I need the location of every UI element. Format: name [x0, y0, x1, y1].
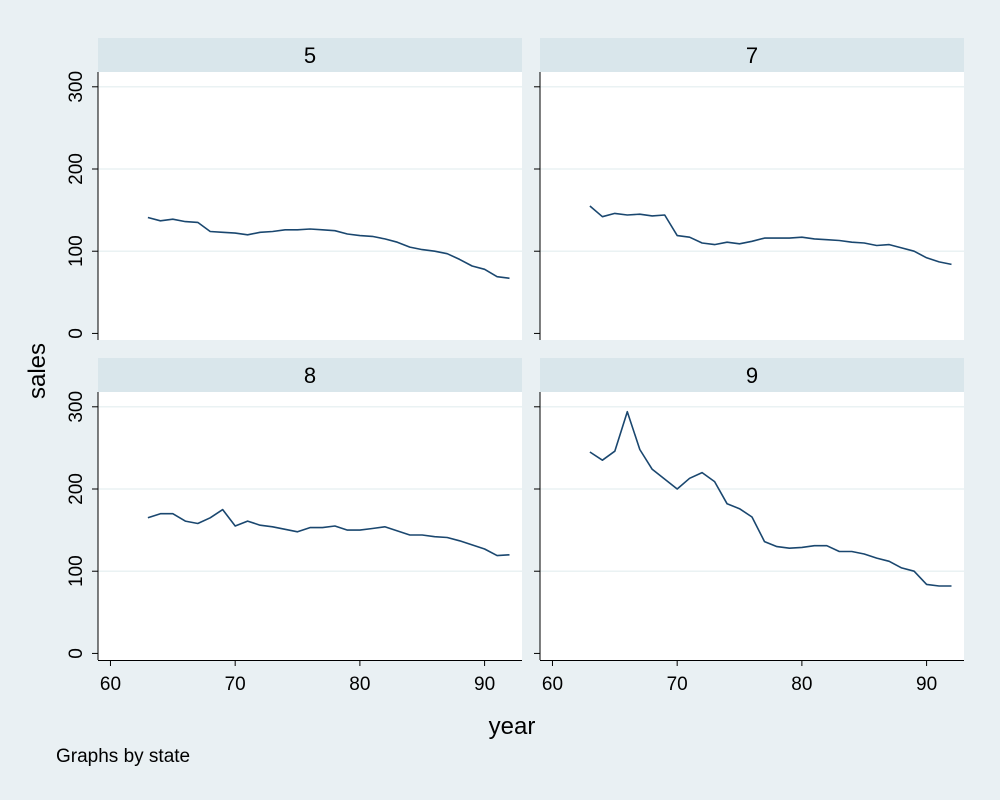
panel-5: 5 0 100 200 300 [66, 38, 522, 340]
series-line [147, 216, 510, 280]
y-tick-label: 100 [66, 555, 87, 587]
panel-strip [98, 358, 522, 392]
x-tick-label: 90 [474, 674, 495, 695]
panel-strip [540, 38, 964, 72]
panel-title: 8 [304, 363, 316, 388]
y-tick-label: 0 [66, 328, 87, 339]
y-tick-label: 200 [66, 473, 87, 505]
panel-title: 5 [304, 43, 316, 68]
plot-area [540, 72, 964, 340]
y-tick-label: 300 [66, 71, 87, 103]
series-line [147, 508, 510, 557]
y-tick-label: 300 [66, 391, 87, 423]
x-tick-label: 70 [667, 674, 688, 695]
panel-strip [98, 38, 522, 72]
panel-9: 9 60 70 80 90 [534, 358, 964, 695]
x-tick-label: 80 [791, 674, 812, 695]
plot-area [98, 72, 522, 340]
x-tick-label: 60 [542, 674, 563, 695]
x-tick-label: 80 [349, 674, 370, 695]
plot-area [540, 392, 964, 660]
panel-strip [540, 358, 964, 392]
graph-note: Graphs by state [56, 746, 190, 767]
y-tick-label: 0 [66, 648, 87, 659]
plot-area [98, 392, 522, 660]
x-tick-label: 60 [100, 674, 121, 695]
x-tick-label: 70 [225, 674, 246, 695]
x-tick-label: 90 [916, 674, 937, 695]
y-axis-title: sales [24, 343, 51, 399]
panel-title: 9 [746, 363, 758, 388]
y-tick-label: 200 [66, 153, 87, 185]
series-line [589, 205, 952, 266]
panel-title: 7 [746, 43, 758, 68]
x-axis-title: year [489, 713, 536, 740]
series-line [589, 410, 952, 587]
panel-7: 7 [534, 38, 964, 340]
y-tick-label: 100 [66, 235, 87, 267]
